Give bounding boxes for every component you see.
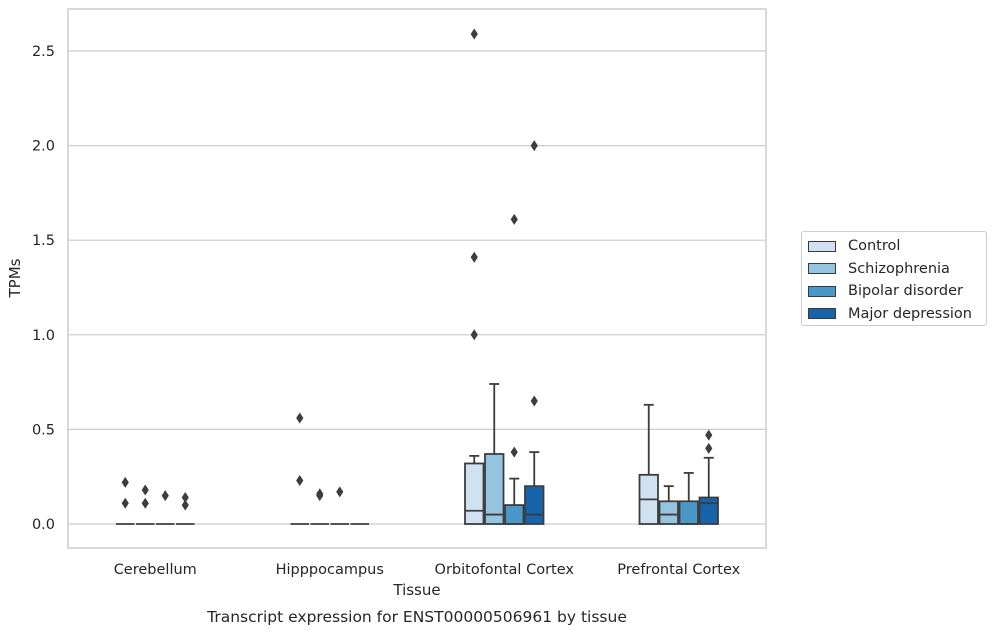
outlier-point [530, 140, 538, 152]
box-major-depression [176, 492, 195, 525]
x-tick-label: Orbitofontal Cortex [435, 562, 575, 578]
y-tick-label: 2.5 [32, 44, 55, 60]
x-axis-label: Tissue [392, 581, 440, 599]
outlier-point [470, 28, 478, 40]
outlier-point [470, 251, 478, 263]
legend-label: Schizophrenia [848, 260, 950, 277]
outlier-point [181, 492, 189, 504]
box-body [524, 485, 545, 525]
box-body [698, 496, 719, 525]
outlier-point [181, 499, 189, 511]
outlier-point [141, 484, 149, 496]
legend-swatch [808, 263, 836, 274]
x-tick-label: Hipppocampus [276, 562, 384, 578]
outlier-point [316, 490, 324, 502]
chart-title: Transcript expression for ENST0000050696… [206, 608, 627, 626]
legend-label: Major depression [848, 305, 972, 322]
outlier-point [336, 486, 344, 498]
box-body [484, 453, 505, 525]
legend-label: Control [848, 238, 901, 254]
box-bipolar-disorder [330, 486, 349, 525]
outlier-point [121, 497, 129, 509]
outlier-point [510, 213, 518, 225]
y-tick-label: 1.5 [32, 233, 55, 249]
outlier-point [296, 412, 304, 424]
box-control [116, 476, 135, 525]
box-schizophrenia [484, 383, 505, 525]
outlier-point [510, 446, 518, 458]
legend-swatch [808, 240, 836, 252]
box-bipolar-disorder [156, 490, 175, 525]
outlier-point [470, 329, 478, 341]
legend-label: Bipolar disorder [848, 283, 963, 299]
y-tick-label: 2.0 [32, 139, 55, 155]
y-tick-label: 0.0 [32, 517, 55, 533]
box-body [678, 500, 699, 525]
outlier-point [705, 442, 713, 454]
box-schizophrenia [136, 484, 155, 525]
legend-item: Major depression [808, 305, 972, 323]
x-tick-label: Prefrontal Cortex [617, 562, 740, 578]
x-axis-ticks: Cerebellum Hipppocampus Orbitofontal Corte… [114, 562, 741, 578]
y-axis-label: TPMs [6, 258, 24, 298]
box-control [464, 28, 485, 525]
box-major-depression [698, 429, 719, 525]
box-control [638, 403, 659, 525]
outlier-point [296, 474, 304, 486]
box-bipolar-disorder [504, 213, 525, 525]
box-control [290, 412, 309, 525]
box-body [658, 500, 679, 525]
box-major-depression [524, 140, 545, 525]
outlier-point [161, 490, 169, 502]
box-body [504, 504, 525, 525]
outlier-point [141, 497, 149, 509]
legend-item: Control [808, 237, 900, 255]
boxes [116, 28, 719, 525]
y-tick-label: 0.5 [32, 422, 55, 438]
legend: Control Schizophrenia Bipolar disorder Majo… [801, 231, 987, 326]
y-axis-ticks: 0.0 0.5 1.0 1.5 2.0 2.5 [32, 44, 55, 533]
x-tick-label: Cerebellum [114, 562, 197, 578]
outlier-point [705, 429, 713, 441]
legend-swatch [808, 308, 836, 319]
legend-item: Bipolar disorder [808, 282, 963, 300]
y-tick-label: 1.0 [32, 328, 55, 344]
plot-area [67, 8, 767, 549]
box-bipolar-disorder [678, 472, 699, 525]
gridlines [68, 50, 766, 525]
legend-item: Schizophrenia [808, 260, 950, 278]
box-schizophrenia [658, 485, 679, 525]
box-schizophrenia [310, 488, 329, 525]
outlier-point [121, 476, 129, 488]
box-body [464, 462, 485, 525]
outlier-point [530, 395, 538, 407]
legend-swatch [808, 285, 836, 297]
